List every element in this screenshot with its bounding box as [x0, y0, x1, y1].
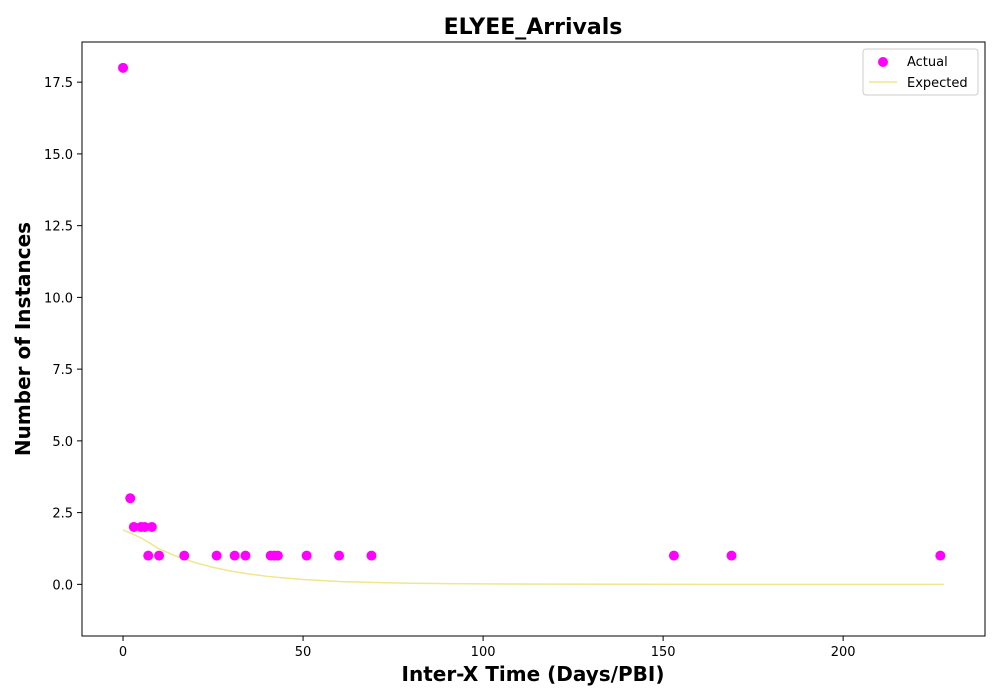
legend: Actual Expected — [862, 48, 979, 96]
actual-point — [272, 550, 283, 561]
legend-box — [862, 48, 979, 96]
actual-point — [154, 550, 165, 561]
actual-point — [301, 550, 312, 561]
x-tick-label: 50 — [295, 645, 312, 660]
x-axis-label: Inter-X Time (Days/PBI) — [402, 662, 665, 686]
actual-point — [143, 550, 154, 561]
legend-expected-label: Expected — [907, 76, 968, 91]
actual-point — [229, 550, 240, 561]
legend-actual-label: Actual — [907, 55, 948, 70]
y-tick-label: 2.5 — [52, 507, 73, 522]
actual-point — [118, 62, 129, 73]
y-axis-label: Number of Instances — [11, 222, 35, 456]
actual-point — [179, 550, 190, 561]
y-tick-label: 5.0 — [52, 435, 73, 450]
chart-title: ELYEE_Arrivals — [444, 15, 623, 40]
x-tick-label: 150 — [651, 645, 676, 660]
actual-point — [726, 550, 737, 561]
actual-point — [668, 550, 679, 561]
x-tick-label: 200 — [831, 645, 856, 660]
x-tick-label: 100 — [471, 645, 496, 660]
y-axis: 0.0 2.5 5.0 7.5 10.0 12.5 15.0 17.5 — [44, 76, 82, 593]
plot-area — [81, 41, 986, 637]
y-tick-label: 15.0 — [44, 148, 73, 163]
actual-point — [146, 521, 157, 532]
x-axis: 0 50 100 150 200 — [119, 636, 856, 660]
actual-point — [334, 550, 345, 561]
actual-point — [935, 550, 946, 561]
y-tick-label: 17.5 — [44, 76, 73, 91]
actual-point — [128, 521, 139, 532]
y-tick-label: 0.0 — [52, 578, 73, 593]
plot-frame — [81, 41, 986, 637]
x-tick-label: 0 — [119, 645, 127, 660]
actual-point — [366, 550, 377, 561]
actual-point — [211, 550, 222, 561]
actual-series — [118, 62, 946, 561]
legend-actual-marker — [878, 57, 888, 67]
y-tick-label: 12.5 — [44, 220, 73, 235]
actual-point — [240, 550, 251, 561]
actual-point — [139, 521, 150, 532]
y-tick-label: 7.5 — [52, 363, 73, 378]
actual-point — [125, 493, 136, 504]
y-tick-label: 10.0 — [44, 291, 73, 306]
